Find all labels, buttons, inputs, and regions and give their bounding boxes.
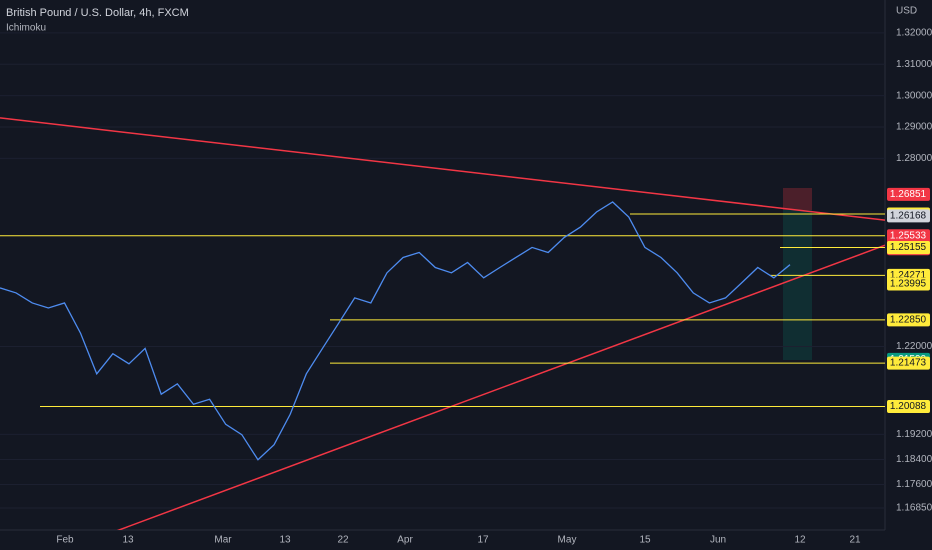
price-tag xyxy=(887,313,930,327)
price-tag-label: 1.25155 xyxy=(890,242,927,253)
price-tag xyxy=(887,277,930,291)
price-tag xyxy=(887,400,930,414)
x-tick-label: 15 xyxy=(639,535,651,546)
y-tick-label: 1.29000 xyxy=(896,122,932,133)
y-tick-label: 1.16850 xyxy=(896,503,932,514)
position-reward xyxy=(783,210,812,360)
x-tick-label: Jun xyxy=(710,535,726,546)
indicator-name: Ichimoku xyxy=(6,23,46,34)
trend-line xyxy=(0,117,885,221)
price-tag-label: 1.23995 xyxy=(890,279,927,290)
x-tick-label: 17 xyxy=(477,535,489,546)
price-tag xyxy=(887,209,930,223)
y-tick-label: 1.18400 xyxy=(896,454,932,465)
y-tick-label: 1.19200 xyxy=(896,429,932,440)
price-tag-label: 1.20088 xyxy=(890,401,927,412)
x-tick-label: 13 xyxy=(279,535,291,546)
y-tick-label: 1.28000 xyxy=(896,153,932,164)
y-tick-label: 1.22000 xyxy=(896,341,932,352)
x-tick-label: 22 xyxy=(337,535,349,546)
price-tag-label: 1.21473 xyxy=(890,358,927,369)
x-tick-label: Apr xyxy=(397,535,413,546)
price-tag xyxy=(887,187,930,201)
price-tag xyxy=(887,241,930,255)
price-tag-label: 1.26851 xyxy=(890,189,927,200)
position-risk xyxy=(783,188,812,210)
x-tick-label: May xyxy=(558,535,577,546)
price-tag xyxy=(887,356,930,370)
x-tick-label: 13 xyxy=(122,535,134,546)
y-tick-label: 1.17600 xyxy=(896,479,932,490)
axis-unit: USD xyxy=(896,6,917,17)
price-tag-label: 1.22850 xyxy=(890,315,927,326)
price-line xyxy=(0,201,791,461)
x-tick-label: Mar xyxy=(214,535,232,546)
price-tag-label: 1.24271 xyxy=(890,270,927,281)
chart-title: British Pound / U.S. Dollar, 4h, FXCM xyxy=(6,7,189,19)
trend-line xyxy=(116,244,885,530)
y-tick-label: 1.30000 xyxy=(896,90,932,101)
x-tick-label: 21 xyxy=(849,535,861,546)
x-tick-label: 12 xyxy=(794,535,806,546)
price-tag-label: 1.25533 xyxy=(890,230,927,241)
y-tick-label: 1.31000 xyxy=(896,59,932,70)
x-tick-label: Feb xyxy=(56,535,74,546)
price-tag-label: 1.26168 xyxy=(890,210,927,221)
y-tick-label: 1.32000 xyxy=(896,28,932,39)
